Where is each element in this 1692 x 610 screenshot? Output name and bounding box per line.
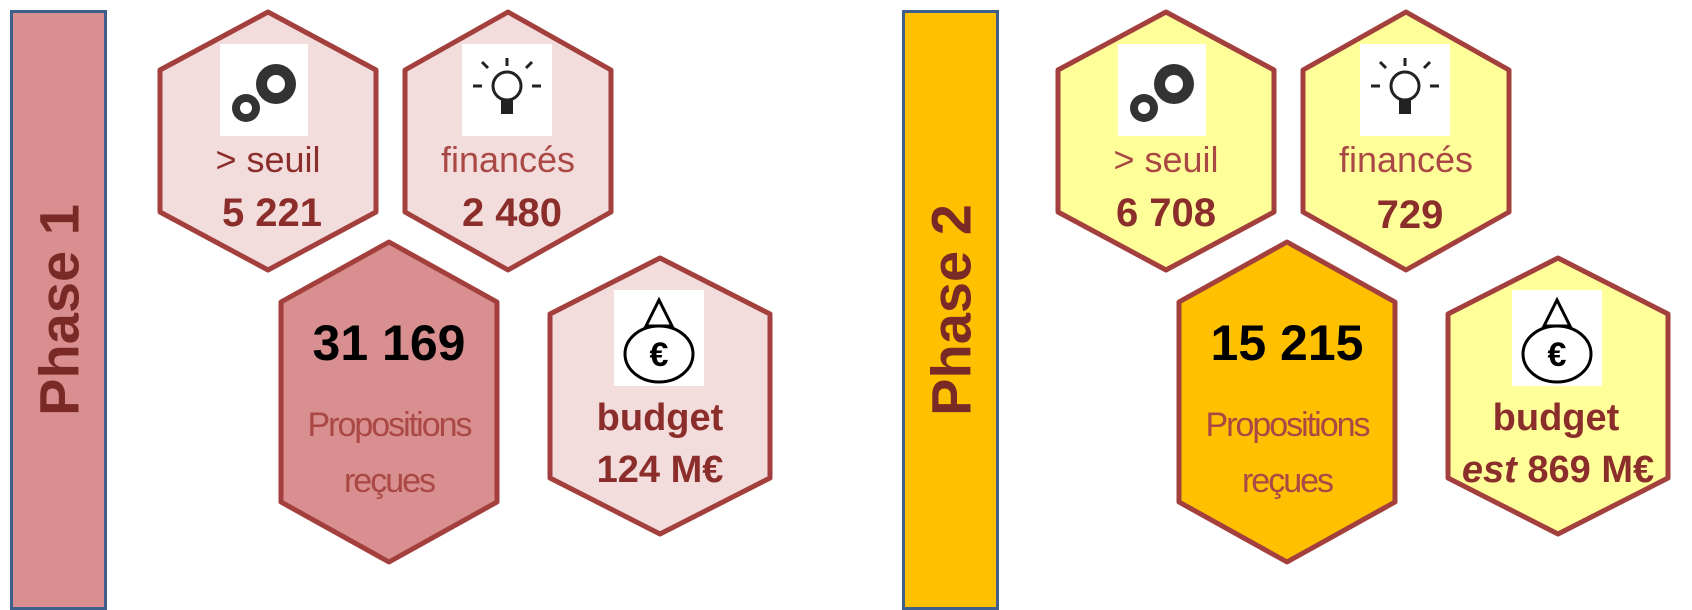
seuil-label: > seuil: [215, 139, 320, 180]
seuil-hex: > seuil 5 221: [157, 9, 379, 273]
propositions-value: 15 215: [1211, 315, 1364, 371]
budget-hex: € budget est 869 M€: [1445, 255, 1671, 537]
budget-value: est 869 M€: [1462, 449, 1654, 491]
seuil-value: 5 221: [222, 191, 322, 235]
phase-label: Phase 1: [27, 204, 90, 416]
phase-bar: Phase 2: [902, 10, 999, 610]
propositions-value: 31 169: [313, 315, 466, 371]
finances-value: 2 480: [462, 191, 562, 235]
lightbulb-icon: [1360, 44, 1450, 136]
budget-amount: 869 M€: [1527, 449, 1654, 491]
phase-1-hexagons: > seuil 5 221 financés 2 480 31 169 Prop…: [157, 9, 773, 565]
phase-bar: Phase 1: [10, 10, 107, 610]
finances-hex: financés 2 480: [402, 9, 614, 273]
budget-value: 124 M€: [597, 449, 724, 491]
budget-label: budget: [597, 397, 724, 439]
phase-label: Phase 2: [919, 204, 982, 416]
budget-hex: € budget 124 M€: [547, 255, 773, 537]
propositions-label: Propositions: [1205, 406, 1369, 444]
seuil-label: > seuil: [1113, 139, 1218, 180]
propositions-label-2: reçues: [344, 462, 435, 500]
finances-label: financés: [441, 139, 575, 180]
finances-label: financés: [1339, 139, 1473, 180]
svg-text:€: €: [650, 336, 669, 374]
propositions-label: Propositions: [307, 406, 471, 444]
gears-icon: [220, 44, 308, 136]
budget-label: budget: [1493, 397, 1620, 439]
money-bag-icon: €: [1512, 290, 1602, 386]
finances-hex: financés 729: [1300, 9, 1512, 273]
money-bag-icon: €: [614, 290, 704, 386]
phase-2-hexagons: > seuil 6 708 financés 729 15 215 Propos…: [1055, 9, 1671, 565]
finances-value: 729: [1377, 193, 1444, 237]
propositions-label-2: reçues: [1242, 462, 1333, 500]
budget-prefix: est: [1462, 449, 1527, 491]
budget-amount: 124 M€: [597, 449, 724, 491]
propositions-hex: 31 169 Propositions reçues: [278, 239, 500, 565]
gears-icon: [1118, 44, 1206, 136]
svg-text:€: €: [1548, 336, 1567, 374]
seuil-value: 6 708: [1116, 191, 1216, 235]
lightbulb-icon: [462, 44, 552, 136]
propositions-hex: 15 215 Propositions reçues: [1176, 239, 1398, 565]
seuil-hex: > seuil 6 708: [1055, 9, 1277, 273]
